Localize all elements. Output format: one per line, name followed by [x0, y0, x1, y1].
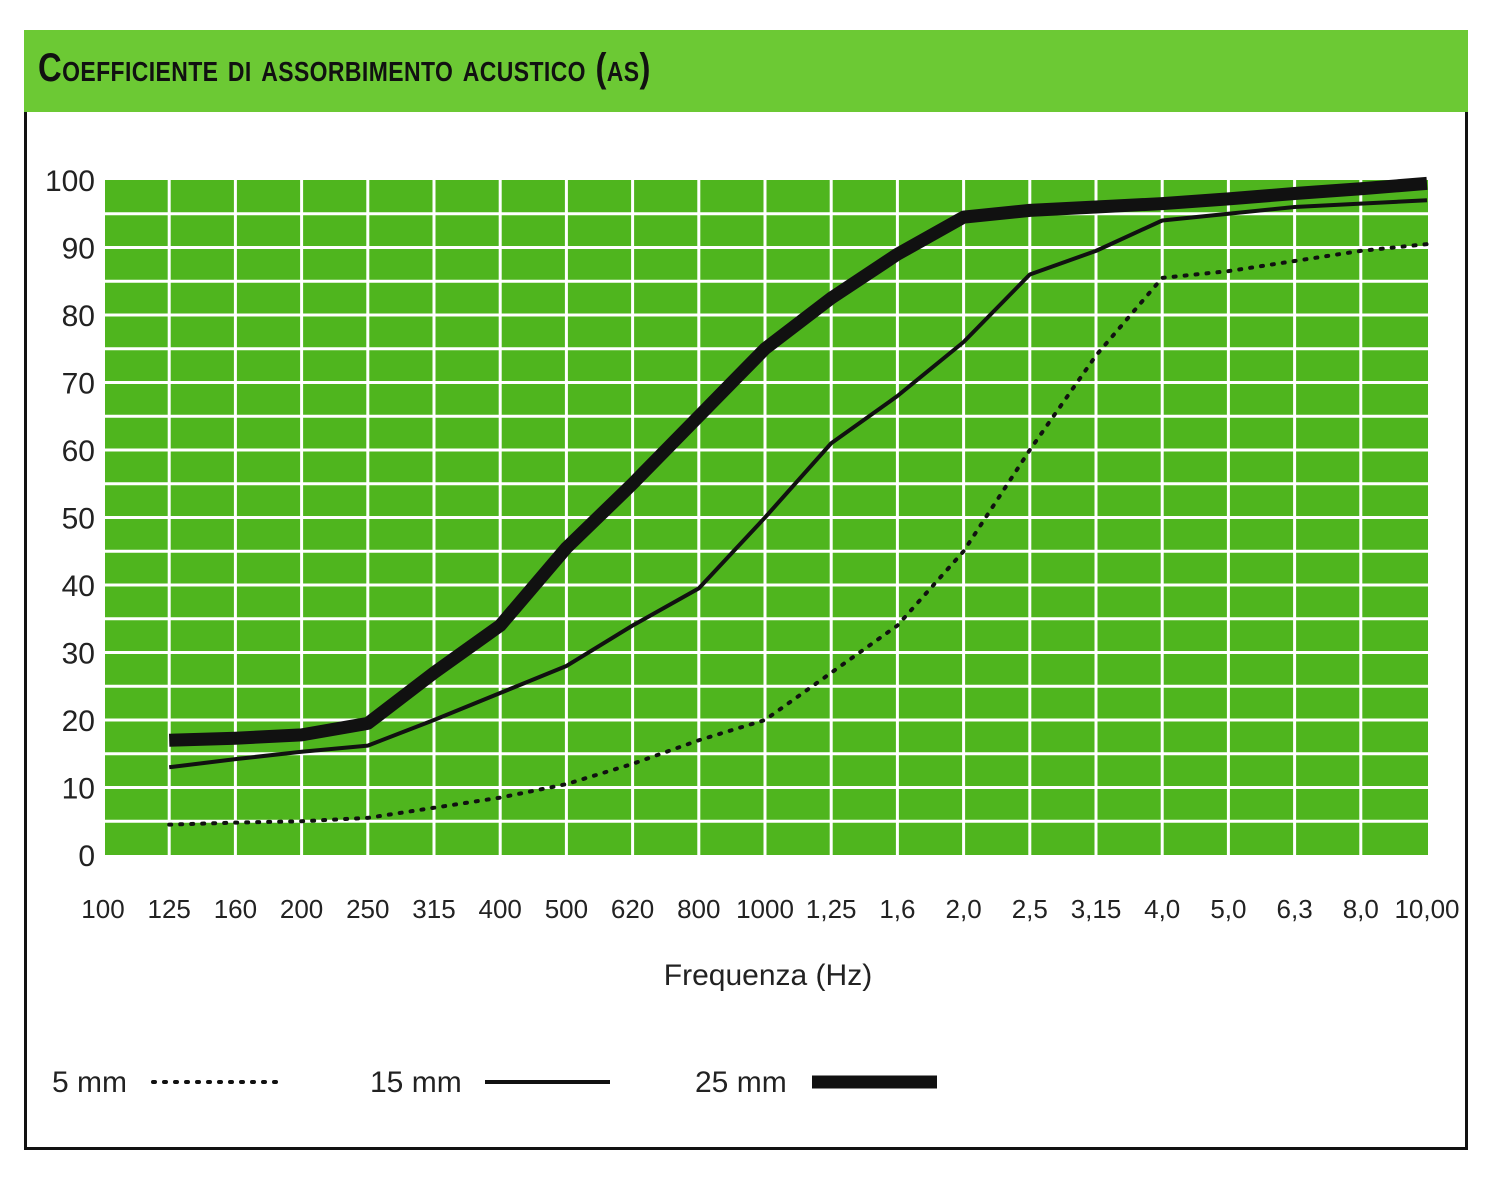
x-tick-label: 160: [214, 894, 257, 924]
y-tick-label: 70: [62, 368, 95, 401]
legend: 5 mm 15 mm 25 mm: [52, 1066, 937, 1099]
y-tick-label: 0: [78, 840, 95, 873]
x-tick-label: 100: [81, 894, 124, 924]
x-tick-label: 5,0: [1210, 894, 1246, 924]
y-axis-ticks: 0 10 20 30 40 50 60 70 80 90 100: [45, 165, 95, 873]
chart-title: Coefficiente di assorbimento acustico (α…: [38, 46, 651, 90]
x-tick-label: 200: [280, 894, 323, 924]
legend-label: 25 mm: [695, 1066, 787, 1099]
series-lines: [167, 176, 1429, 827]
x-tick-label: 125: [148, 894, 191, 924]
x-tick-label: 800: [677, 894, 720, 924]
x-tick-label: 10,00: [1394, 894, 1459, 924]
y-tick-label: 50: [62, 503, 95, 536]
x-tick-label: 1,25: [806, 894, 857, 924]
y-tick-label: 100: [45, 165, 95, 198]
series-line-25-mm: [169, 176, 1428, 747]
series-line-15-mm: [168, 198, 1428, 770]
y-tick-label: 80: [62, 300, 95, 333]
x-tick-label: 400: [479, 894, 522, 924]
x-tick-label: 2,5: [1012, 894, 1048, 924]
x-tick-label: 3,15: [1071, 894, 1122, 924]
legend-label: 5 mm: [52, 1066, 127, 1099]
x-axis-label: Frequenza (Hz): [664, 959, 872, 992]
x-tick-label: 620: [611, 894, 654, 924]
y-tick-label: 20: [62, 705, 95, 738]
x-tick-label: 6,3: [1277, 894, 1313, 924]
x-axis-ticks: 100 125 160 200 250 315 400 500 620 800 1000 1,25 1,…: [81, 894, 1459, 924]
x-tick-label: 1,6: [879, 894, 915, 924]
x-tick-label: 1000: [736, 894, 794, 924]
series-line-5-mm: [167, 242, 1429, 827]
legend-label: 15 mm: [370, 1066, 462, 1099]
x-tick-label: 8,0: [1343, 894, 1379, 924]
title-band: [24, 30, 1468, 112]
y-tick-label: 30: [62, 638, 95, 671]
x-tick-label: 315: [412, 894, 455, 924]
x-tick-label: 2,0: [946, 894, 982, 924]
x-tick-label: 250: [346, 894, 389, 924]
y-tick-label: 10: [62, 773, 95, 806]
y-tick-label: 60: [62, 435, 95, 468]
x-tick-label: 4,0: [1144, 894, 1180, 924]
y-tick-label: 90: [62, 233, 95, 266]
y-tick-label: 40: [62, 570, 95, 603]
x-tick-label: 500: [545, 894, 588, 924]
